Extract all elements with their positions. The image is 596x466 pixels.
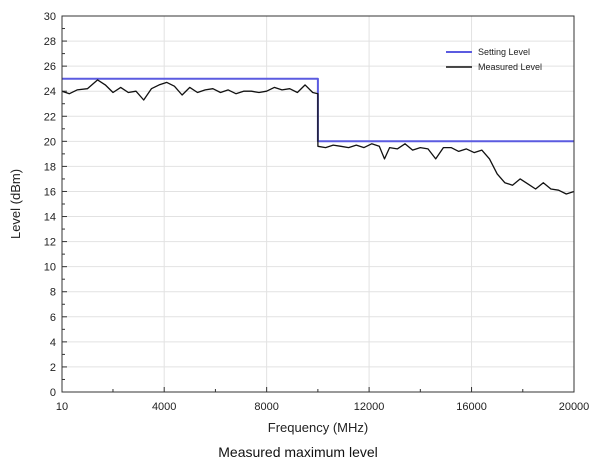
legend-entry: Setting Level [478,47,530,57]
y-tick-label: 24 [44,86,56,98]
y-tick-label: 6 [50,312,56,324]
y-tick-label: 30 [44,11,56,23]
x-tick-label: 10 [56,401,68,413]
x-tick-label: 20000 [559,401,590,413]
y-tick-label: 28 [44,36,56,48]
y-tick-label: 14 [44,212,56,224]
y-tick-label: 10 [44,262,56,274]
x-tick-label: 16000 [456,401,487,413]
y-tick-label: 2 [50,362,56,374]
y-tick-label: 22 [44,111,56,123]
y-tick-label: 8 [50,287,56,299]
y-tick-label: 18 [44,161,56,173]
y-tick-label: 20 [44,136,56,148]
y-axis-label: Level (dBm) [8,169,23,239]
figure-caption: Measured maximum level [218,444,378,460]
legend: Setting Level Measured Level [446,47,542,72]
y-tick-label: 4 [50,337,56,349]
y-tick-label: 0 [50,387,56,399]
line-chart: 10 4000 8000 12000 16000 20000 02468101214161… [8,11,589,435]
plot-frame [61,15,575,393]
x-tick-label: 12000 [354,401,385,413]
y-tick-label: 16 [44,186,56,198]
x-ticks: 10 4000 8000 12000 16000 20000 [56,387,589,413]
y-tick-label: 26 [44,61,56,73]
x-tick-label: 8000 [254,401,278,413]
x-axis-label: Frequency (MHz) [268,420,368,435]
measured-level-line [61,79,575,195]
legend-entry: Measured Level [478,62,542,72]
y-tick-label: 12 [44,237,56,249]
x-tick-label: 4000 [152,401,176,413]
series-lines [61,77,575,195]
grid [61,15,575,393]
